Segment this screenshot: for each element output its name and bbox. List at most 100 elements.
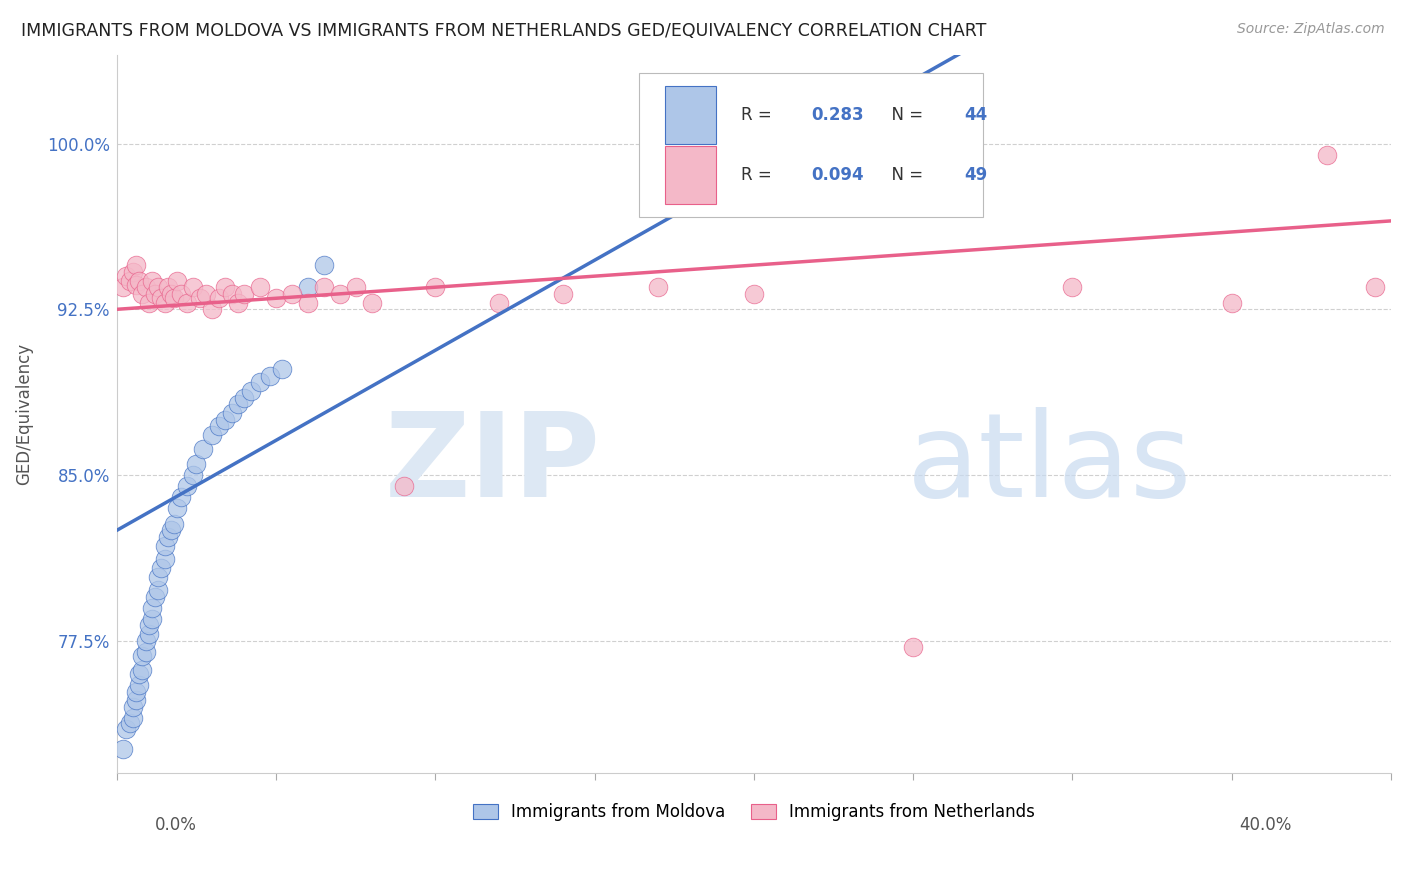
Point: [488, 295, 510, 310]
Text: IMMIGRANTS FROM MOLDOVA VS IMMIGRANTS FROM NETHERLANDS GED/EQUIVALENCY CORRELATI: IMMIGRANTS FROM MOLDOVA VS IMMIGRANTS FR…: [21, 22, 987, 40]
Text: 0.094: 0.094: [811, 166, 863, 184]
Point: [131, 663, 153, 677]
Point: [425, 280, 447, 294]
Point: [141, 600, 163, 615]
Point: [742, 286, 765, 301]
Text: 49: 49: [965, 166, 987, 184]
Point: [201, 428, 224, 442]
FancyBboxPatch shape: [665, 87, 716, 144]
Point: [112, 280, 135, 294]
Point: [233, 286, 256, 301]
Point: [160, 524, 183, 538]
Point: [208, 291, 231, 305]
Point: [138, 618, 160, 632]
FancyBboxPatch shape: [665, 146, 716, 203]
Y-axis label: GED/Equivalency: GED/Equivalency: [15, 343, 32, 485]
Point: [249, 280, 271, 294]
Point: [214, 413, 236, 427]
Point: [1364, 280, 1386, 294]
Point: [169, 286, 191, 301]
Point: [176, 479, 198, 493]
Point: [148, 570, 170, 584]
Text: N =: N =: [882, 106, 929, 124]
Point: [208, 419, 231, 434]
Point: [148, 280, 170, 294]
Point: [551, 286, 574, 301]
Point: [160, 286, 183, 301]
Point: [297, 280, 319, 294]
Point: [181, 468, 204, 483]
Point: [153, 552, 176, 566]
Point: [150, 561, 173, 575]
Text: N =: N =: [882, 166, 929, 184]
Text: 0.283: 0.283: [811, 106, 863, 124]
Point: [134, 280, 156, 294]
Point: [249, 376, 271, 390]
Point: [134, 645, 156, 659]
Point: [239, 384, 262, 398]
Point: [188, 291, 211, 305]
Point: [271, 362, 294, 376]
Point: [181, 280, 204, 294]
Point: [901, 640, 924, 655]
Point: [118, 715, 141, 730]
Text: 40.0%: 40.0%: [1239, 816, 1292, 834]
Point: [148, 582, 170, 597]
Point: [156, 280, 179, 294]
Point: [1316, 147, 1339, 161]
Text: atlas: atlas: [907, 407, 1192, 522]
Point: [1220, 295, 1243, 310]
Point: [118, 274, 141, 288]
Point: [153, 295, 176, 310]
Point: [297, 295, 319, 310]
Text: R =: R =: [741, 106, 778, 124]
Point: [125, 258, 148, 272]
Point: [141, 274, 163, 288]
Point: [134, 633, 156, 648]
Point: [121, 711, 143, 725]
Point: [201, 302, 224, 317]
Point: [128, 274, 150, 288]
Point: [128, 667, 150, 681]
Point: [166, 501, 188, 516]
Point: [125, 684, 148, 698]
Point: [312, 280, 335, 294]
Point: [128, 678, 150, 692]
Point: [312, 258, 335, 272]
Point: [226, 397, 249, 411]
Point: [150, 291, 173, 305]
Point: [143, 590, 166, 604]
Point: [112, 742, 135, 756]
Text: Source: ZipAtlas.com: Source: ZipAtlas.com: [1237, 22, 1385, 37]
Point: [121, 265, 143, 279]
Point: [163, 516, 186, 531]
Point: [214, 280, 236, 294]
Text: 44: 44: [965, 106, 987, 124]
Point: [176, 295, 198, 310]
Point: [259, 368, 281, 383]
Point: [186, 457, 208, 471]
Point: [125, 693, 148, 707]
FancyBboxPatch shape: [640, 73, 983, 217]
Text: ZIP: ZIP: [385, 407, 600, 522]
Point: [191, 442, 214, 456]
Point: [125, 277, 148, 292]
Point: [138, 295, 160, 310]
Point: [195, 286, 218, 301]
Point: [153, 539, 176, 553]
Point: [163, 291, 186, 305]
Point: [115, 723, 138, 737]
Text: R =: R =: [741, 166, 778, 184]
Point: [131, 286, 153, 301]
Point: [156, 530, 179, 544]
Point: [329, 286, 352, 301]
Legend: Immigrants from Moldova, Immigrants from Netherlands: Immigrants from Moldova, Immigrants from…: [468, 798, 1040, 826]
Point: [344, 280, 367, 294]
Point: [121, 700, 143, 714]
Point: [226, 295, 249, 310]
Point: [233, 391, 256, 405]
Text: 0.0%: 0.0%: [155, 816, 197, 834]
Point: [360, 295, 382, 310]
Point: [1062, 280, 1084, 294]
Point: [138, 627, 160, 641]
